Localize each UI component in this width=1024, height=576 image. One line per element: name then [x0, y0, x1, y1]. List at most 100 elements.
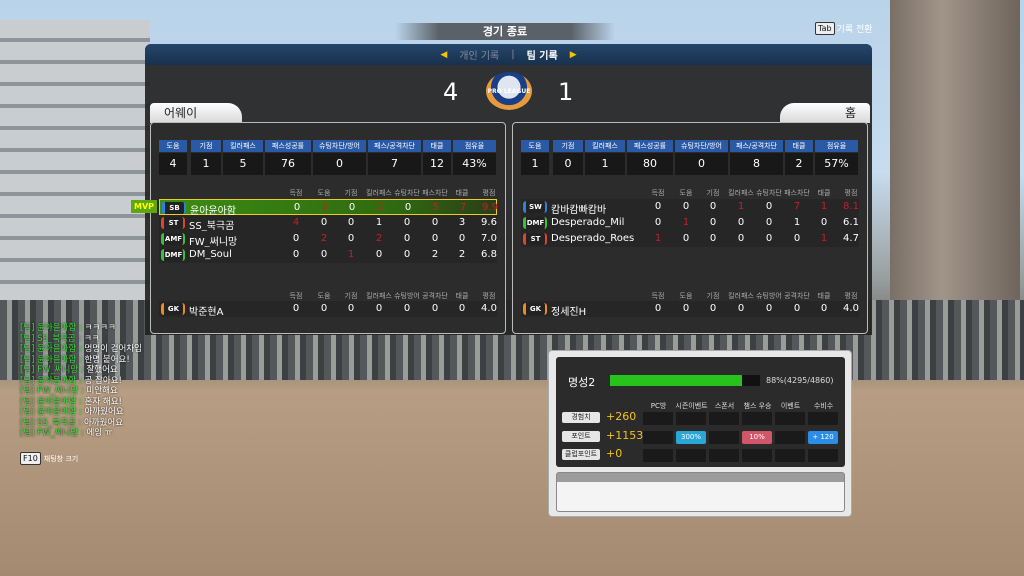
reward-bonus-cell [808, 412, 838, 425]
goalkeeper-row[interactable]: GK 정세진H 0 0 0 0 0 0 0 4.0 [521, 301, 859, 318]
team-stat-value: 7 [368, 153, 421, 175]
tab-personal-record[interactable]: 개인 기록 [459, 51, 500, 62]
player-stat-value: 0 [375, 303, 383, 314]
player-stat-value: 1 [793, 217, 801, 228]
reward-bonus-cell [643, 430, 673, 444]
chat-message: 잘했어요 [86, 365, 118, 375]
chat-sender: [팀] FW_써니망 : [20, 365, 84, 375]
chat-message: 멍멍이 걷어차임 [84, 344, 142, 354]
next-arrow-icon[interactable]: ▶ [569, 49, 577, 60]
player-stat-value: 0 [458, 233, 466, 244]
player-row[interactable]: ST Desperado_Roes 1 0 0 0 0 0 1 4.7 [521, 231, 859, 247]
player-stat-header: 기점 [344, 189, 358, 197]
reward-point-button[interactable]: 포인트 [562, 430, 600, 442]
player-stat-value: 0 [765, 303, 773, 314]
player-stat-header: 도움 [679, 189, 693, 197]
player-stat-value: 0 [431, 217, 439, 228]
chat-message: ㅋㅋㅋㅋ [84, 323, 116, 333]
gk-stat-header: 공격차단 [784, 292, 810, 300]
reward-bonus-cell [775, 430, 805, 444]
player-name: 정세진H [551, 307, 587, 318]
player-stat-value: 2 [458, 249, 466, 260]
gk-stat-header: 기점 [706, 292, 720, 300]
team-stat-value: 0 [313, 153, 366, 175]
gk-stat-header: 기점 [344, 292, 358, 300]
team-stat-header: 패스/공격차단 [368, 140, 421, 152]
player-stat-value: 4.0 [843, 303, 859, 314]
away-team-tab: 어웨이 [150, 103, 242, 123]
player-stat-value: 0 [404, 202, 412, 213]
team-stat-header: 점유율 [453, 140, 496, 152]
player-stat-value: 0 [458, 303, 466, 314]
team-stat-value: 0 [675, 153, 728, 175]
player-row[interactable]: ST SS_북극곰 4 0 0 1 0 0 3 9.6 [159, 215, 497, 232]
player-stat-value: 0 [292, 249, 300, 260]
player-stat-value: 0 [737, 217, 745, 228]
player-stat-value: 0 [292, 233, 300, 244]
reward-bonus-cell [676, 412, 706, 425]
sw-position-badge: SW [523, 201, 547, 213]
player-name: Desperado_Roes [551, 233, 635, 244]
gk-position-badge: GK [523, 303, 547, 315]
player-stat-value: 0 [320, 303, 328, 314]
toggle-record-hint[interactable]: Tab 기록 전환 [815, 22, 873, 35]
team-stat-value: 43% [453, 153, 496, 175]
player-stat-value: 0 [348, 202, 356, 213]
reward-club-point-button[interactable]: 클럽포인트 [562, 449, 600, 460]
team-stat-header: 점유율 [815, 140, 858, 152]
team-stat-value: 12 [423, 153, 451, 175]
player-row[interactable]: AMF FW_써니망 0 2 0 2 0 0 0 7.0 [159, 231, 497, 248]
gk-stat-header: 슈팅방어 [394, 292, 420, 300]
player-row[interactable]: SB 윤아윤아함 0 2 0 2 0 5 7 9.9 [159, 199, 498, 217]
player-row[interactable]: DMF Desperado_Mil 0 1 0 0 0 1 0 6.1 [521, 215, 859, 231]
reward-column-header: PC방 [650, 402, 667, 410]
chat-sender: [팀] SS_북극곰 : [20, 417, 82, 428]
chat-size-label: 채팅창 크기 [43, 454, 79, 463]
prev-arrow-icon[interactable]: ◀ [440, 49, 448, 60]
player-row[interactable]: SW 캄바캄빠캄바 0 0 0 1 0 7 1 8.1 [521, 199, 859, 216]
player-name: SS_북극곰 [189, 221, 235, 232]
team-stat-value: 4 [159, 153, 187, 175]
rank-progress-bar [610, 375, 760, 386]
gk-stat-header: 킬러패스 [728, 292, 754, 300]
reward-column-header: 이벤트 [780, 402, 801, 410]
sb-position-badge: SB [162, 202, 186, 214]
reward-column-header: 시즌이벤트 [675, 402, 708, 410]
chat-sender: [팀] SS_북극곰 : [20, 333, 82, 344]
st-position-badge: ST [161, 217, 185, 229]
reward-bonus-cell [643, 449, 673, 462]
reward-bonus-cell [742, 412, 772, 425]
player-name: 캄바캄빠캄바 [551, 205, 607, 216]
chat-line: [팀] SS_북극곰 : 아까웠어요 [20, 416, 123, 428]
gk-position-badge: GK [161, 303, 185, 315]
reward-bonus-cell [709, 449, 739, 462]
player-stat-header: 득점 [289, 189, 303, 197]
tab-team-record[interactable]: 팀 기록 [526, 51, 558, 62]
team-stat-value: 5 [223, 153, 263, 175]
player-stat-header: 기점 [706, 189, 720, 197]
gk-stat-header: 도움 [679, 292, 693, 300]
dmf-position-badge: DMF [161, 249, 185, 261]
toggle-record-label: 기록 전환 [836, 25, 873, 35]
reward-bonus-cell: 10% [742, 430, 772, 444]
rank-progress-text: 88%(4295/4860) [766, 376, 834, 385]
player-stat-value: 0 [320, 249, 328, 260]
goalkeeper-row[interactable]: GK 박준현A 0 0 0 0 0 0 0 4.0 [159, 301, 497, 318]
reward-bonus-cell [709, 412, 739, 425]
chat-line: [팀] 윤아윤아함 : 공 잡아요! [20, 374, 122, 386]
chat-sender: [팀] 윤아윤아함 : [20, 375, 82, 386]
tab-key-icon: Tab [815, 22, 835, 35]
chat-size-toggle[interactable]: F10 채팅창 크기 [20, 452, 78, 465]
chat-line: [팀] FW_써니망 : 미안해요 [20, 384, 118, 396]
rank-progress-fill [610, 375, 742, 386]
background-tower [890, 0, 1020, 340]
reward-bonus-cell: 300% [676, 430, 706, 444]
player-name: FW_써니망 [189, 237, 238, 248]
gk-stat-header: 킬러패스 [366, 292, 392, 300]
player-stat-value: 0 [347, 217, 355, 228]
player-stat-value: 7 [793, 201, 801, 212]
reward-exp-button[interactable]: 경험치 [562, 412, 600, 423]
player-stat-value: 0 [682, 303, 690, 314]
team-stat-value: 76 [265, 153, 311, 175]
player-row[interactable]: DMF DM_Soul 0 0 1 0 0 2 2 6.8 [159, 247, 497, 263]
